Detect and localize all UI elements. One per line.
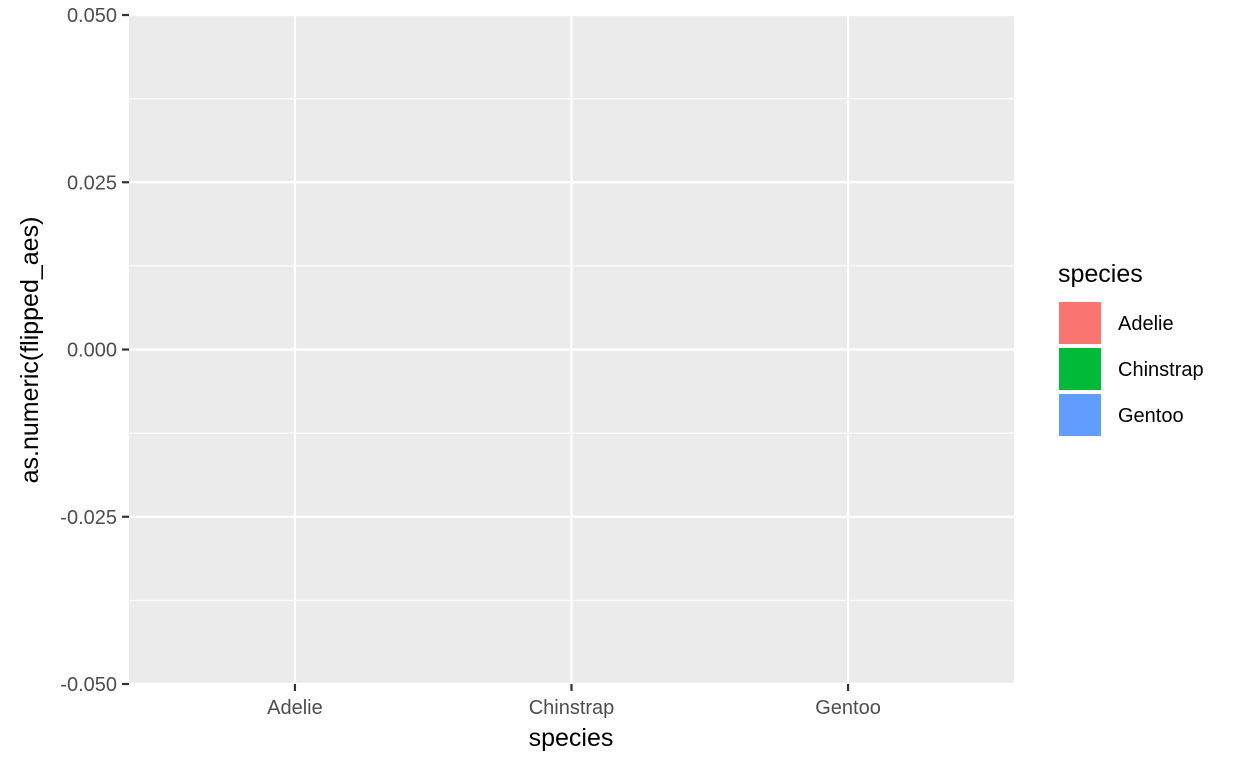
legend-label: Adelie <box>1118 313 1174 335</box>
legend: species Adelie Chinstrap Gentoo <box>1057 260 1204 438</box>
legend-label: Gentoo <box>1118 405 1184 427</box>
legend-key <box>1057 392 1103 438</box>
x-axis-title: species <box>529 724 614 752</box>
y-axis-title: as.numeric(flipped_aes) <box>16 217 44 484</box>
y-tick-label: -0.050 <box>60 674 117 696</box>
y-tick-label: 0.025 <box>67 172 117 194</box>
y-axis: -0.050 -0.025 0.000 0.025 0.050 <box>60 5 129 696</box>
legend-label: Chinstrap <box>1118 359 1204 381</box>
legend-key <box>1057 346 1103 392</box>
x-tick-label: Adelie <box>267 697 323 719</box>
legend-entries: Adelie Chinstrap Gentoo <box>1057 300 1204 438</box>
legend-key <box>1057 300 1103 346</box>
x-axis: Adelie Chinstrap Gentoo <box>267 684 881 719</box>
y-tick-label: 0.000 <box>67 340 117 362</box>
y-tick-label: -0.025 <box>60 507 117 529</box>
grid-major <box>129 13 1014 686</box>
y-tick-label: 0.050 <box>67 5 117 27</box>
x-tick-label: Chinstrap <box>529 697 615 719</box>
x-tick-label: Gentoo <box>815 697 881 719</box>
legend-title: species <box>1058 260 1143 288</box>
